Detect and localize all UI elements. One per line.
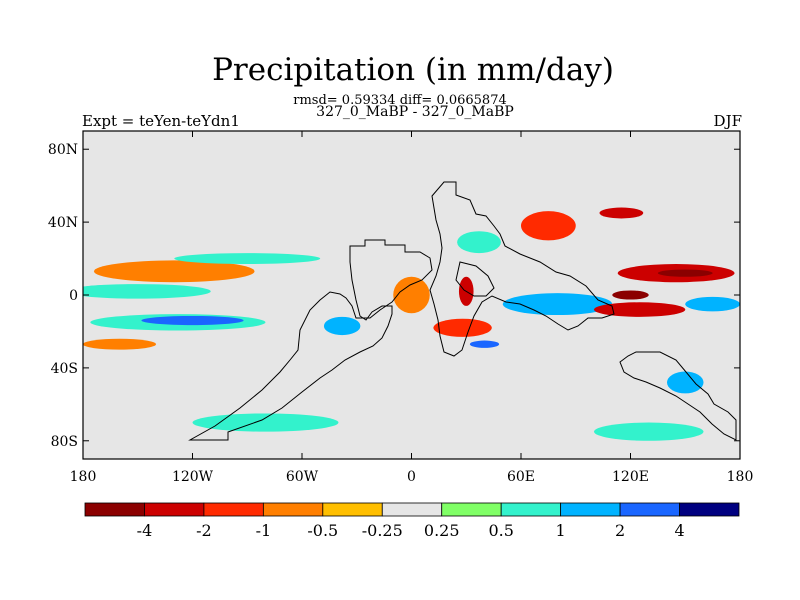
season-label: DJF bbox=[713, 112, 742, 130]
colorbar-swatch bbox=[322, 502, 383, 517]
lon-tick-label: 120E bbox=[612, 469, 649, 485]
colorbar: -4 -2 -1 -0.5 -0.25 0.25 0.5 1 2 4 bbox=[84, 502, 740, 540]
precip-feature-1 bbox=[93, 260, 255, 283]
precip-feature-3 bbox=[83, 284, 211, 299]
lat-axis: 80N 40N 0 40S 80S bbox=[48, 142, 740, 450]
colorbar-label: -0.5 bbox=[307, 521, 338, 540]
precip-feature-11 bbox=[433, 318, 492, 337]
lat-tick-label: 80S bbox=[51, 434, 78, 450]
colorbar-swatch bbox=[144, 502, 205, 517]
precip-feature-14 bbox=[502, 293, 613, 316]
experiment-label: Expt = teYen-teYdn1 bbox=[82, 112, 240, 130]
precip-feature-23 bbox=[192, 413, 339, 432]
lat-tick-label: 40S bbox=[51, 361, 78, 377]
precip-feature-6 bbox=[83, 338, 156, 350]
colorbar-label: -0.25 bbox=[362, 521, 403, 540]
lat-tick-label: 0 bbox=[69, 288, 78, 304]
precip-fills bbox=[83, 207, 740, 441]
precip-feature-19 bbox=[594, 302, 686, 317]
colorbar-swatch bbox=[203, 502, 264, 517]
stats-line: rmsd= 0.59334 diff= 0.0665874 bbox=[293, 93, 507, 108]
lon-tick-label: 0 bbox=[407, 469, 416, 485]
precip-feature-22 bbox=[667, 371, 704, 394]
precip-feature-12 bbox=[469, 340, 500, 348]
colorbar-label: 2 bbox=[615, 521, 625, 540]
precip-feature-24 bbox=[594, 422, 704, 441]
colorbar-label: -2 bbox=[196, 521, 212, 540]
precip-feature-18 bbox=[657, 269, 713, 277]
lon-tick-label: 60W bbox=[286, 469, 319, 485]
precip-feature-8 bbox=[323, 316, 361, 336]
colorbar-swatch bbox=[619, 502, 680, 517]
precip-feature-20 bbox=[612, 290, 649, 300]
lon-tick-label: 180 bbox=[70, 469, 97, 485]
colorbar-swatch bbox=[679, 502, 740, 517]
chart-title: Precipitation (in mm/day) bbox=[212, 52, 614, 88]
colorbar-swatch bbox=[84, 502, 145, 517]
lat-tick-label: 40N bbox=[48, 215, 78, 231]
colorbar-swatch bbox=[441, 502, 502, 517]
precip-feature-7 bbox=[174, 253, 321, 265]
colorbar-swatch bbox=[381, 502, 443, 517]
precip-feature-5 bbox=[141, 315, 244, 326]
colorbar-swatch bbox=[262, 502, 324, 517]
colorbar-label: -4 bbox=[137, 521, 153, 540]
lat-tick-label: 80N bbox=[48, 142, 78, 158]
precip-feature-16 bbox=[599, 207, 644, 219]
lon-tick-label: 120W bbox=[172, 469, 214, 485]
lon-tick-label: 180 bbox=[727, 469, 754, 485]
colorbar-label: 0.5 bbox=[488, 521, 513, 540]
colorbar-label: 0.25 bbox=[424, 521, 460, 540]
precip-feature-21 bbox=[685, 296, 740, 312]
colorbar-label: 4 bbox=[674, 521, 684, 540]
precip-feature-9 bbox=[393, 276, 430, 314]
chart-subtitle: 327_0_MaBP - 327_0_MaBP bbox=[316, 104, 514, 120]
lon-tick-label: 60E bbox=[507, 469, 535, 485]
colorbar-label: -1 bbox=[256, 521, 272, 540]
colorbar-swatch bbox=[560, 502, 621, 517]
colorbar-label: 1 bbox=[556, 521, 566, 540]
precip-feature-13 bbox=[457, 231, 501, 254]
precip-feature-15 bbox=[521, 211, 576, 241]
lon-axis: 180 120W 60W 0 60E 120E 180 bbox=[70, 131, 754, 485]
colorbar-swatch bbox=[500, 502, 562, 517]
coastlines bbox=[188, 181, 737, 441]
